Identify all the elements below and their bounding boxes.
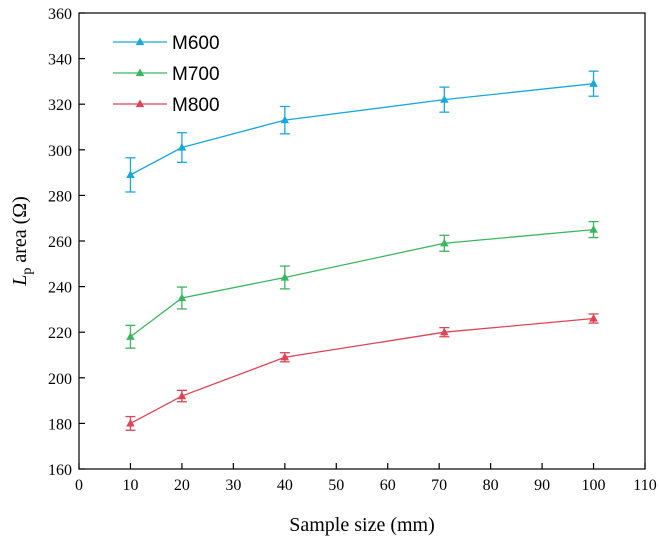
series-line xyxy=(130,317,594,424)
data-point xyxy=(440,238,449,247)
series-M700 xyxy=(125,220,599,349)
x-tick-label: 90 xyxy=(534,477,550,494)
x-tick-label: 40 xyxy=(277,477,293,494)
series-line xyxy=(130,228,594,338)
legend-marker xyxy=(135,68,145,77)
x-tick-label: 80 xyxy=(483,477,499,494)
legend-item-M600: M600 xyxy=(113,33,220,54)
y-axis-title-italic: L xyxy=(9,275,31,287)
y-tick-label: 220 xyxy=(48,325,72,342)
data-point xyxy=(177,391,187,400)
legend-item-M700: M700 xyxy=(113,64,220,85)
y-axis-title-subscript: p xyxy=(20,268,35,275)
x-tick-label: 50 xyxy=(328,477,344,494)
data-point xyxy=(440,327,449,336)
x-tick-label: 60 xyxy=(380,477,396,494)
y-tick-label: 200 xyxy=(48,371,72,388)
data-point xyxy=(280,272,290,281)
x-tick-label: 10 xyxy=(122,477,138,494)
y-axis-title-rest: area (Ω) xyxy=(9,196,31,267)
y-tick-label: 340 xyxy=(48,52,72,69)
x-tick-label: 100 xyxy=(582,477,606,494)
y-tick-label: 360 xyxy=(48,6,72,23)
y-tick-label: 160 xyxy=(48,462,72,479)
data-point xyxy=(177,143,187,151)
x-tick-label: 30 xyxy=(225,477,241,494)
data-point xyxy=(126,418,135,427)
data-point xyxy=(126,170,135,179)
y-tick-label: 280 xyxy=(48,188,72,205)
data-point xyxy=(589,225,598,233)
data-point xyxy=(589,314,598,322)
data-point xyxy=(280,115,290,124)
data-point xyxy=(177,293,187,302)
data-point xyxy=(126,332,135,340)
y-axis-title: Lp area (Ω) xyxy=(9,196,35,287)
legend-marker xyxy=(135,37,145,46)
legend-label: M600 xyxy=(172,33,220,54)
series-layer xyxy=(125,70,599,431)
series-M800 xyxy=(125,313,599,431)
x-tick-label: 0 xyxy=(75,477,83,494)
axis-ticks: 0 10 20 30 40 50 60 70 80 90 100 110 160 180 200 220 240… xyxy=(48,6,657,494)
legend-label: M800 xyxy=(172,95,220,116)
data-point xyxy=(280,352,290,361)
y-tick-label: 300 xyxy=(48,143,72,160)
y-tick-label: 240 xyxy=(48,280,72,297)
legend-item-M800: M800 xyxy=(113,95,220,116)
data-point xyxy=(589,79,598,87)
y-tick-label: 180 xyxy=(48,416,72,433)
legend: M600 M700 M800 xyxy=(113,33,220,116)
data-point xyxy=(440,95,449,103)
legend-marker xyxy=(135,99,145,108)
x-tick-label: 20 xyxy=(174,477,190,494)
x-axis-title: Sample size (mm) xyxy=(289,514,435,536)
plot-frame xyxy=(78,12,646,470)
x-tick-label: 70 xyxy=(431,477,447,494)
x-tick-label: 110 xyxy=(633,477,656,494)
series-M600 xyxy=(125,70,599,193)
legend-label: M700 xyxy=(172,64,220,85)
y-tick-label: 320 xyxy=(48,97,72,114)
y-tick-label: 260 xyxy=(48,234,72,251)
